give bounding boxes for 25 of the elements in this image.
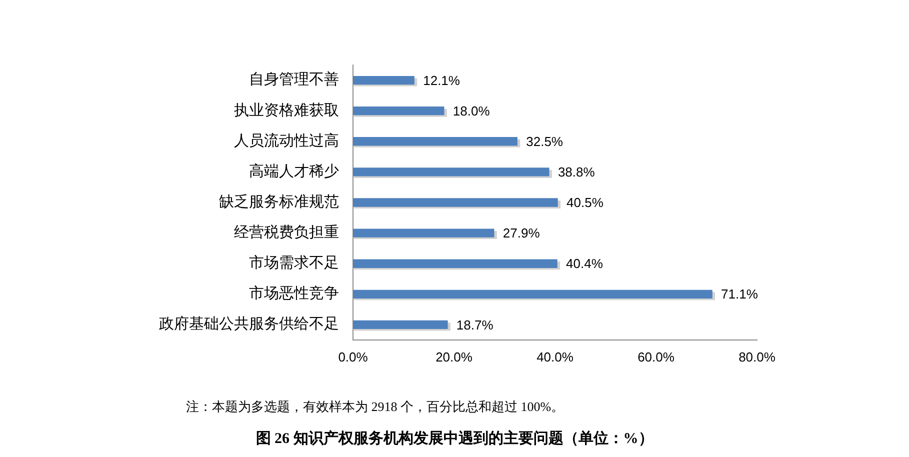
data-label: 32.5%: [526, 134, 564, 149]
y-tick-label: 市场需求不足: [249, 254, 339, 272]
x-tick-label: 20.0%: [436, 349, 473, 364]
x-tick-label: 40.0%: [536, 349, 574, 364]
data-label: 18.7%: [456, 317, 494, 332]
y-tick-label: 人员流动性过高: [234, 132, 339, 150]
y-tick-label: 政府基础公共服务供给不足: [159, 316, 339, 333]
y-tick-label: 执业资格难获取: [234, 102, 339, 119]
data-label: 40.5%: [566, 195, 604, 210]
text: 注：本题为多选题，有效样本为 2918 个，百分比总和超过 100%。: [186, 398, 564, 416]
data-label: 38.8%: [558, 164, 596, 180]
data-label: 12.1%: [423, 72, 460, 88]
data-label: 40.4%: [566, 256, 604, 272]
x-tick-label: 0.0%: [338, 349, 368, 364]
y-tick-label: 经营税费负担重: [234, 224, 339, 241]
x-tick-label: 60.0%: [638, 349, 675, 364]
y-tick-label: 高端人才稀少: [249, 162, 339, 180]
y-tick-label: 自身管理不善: [249, 71, 339, 88]
y-tick-label: 市场恶性竞争: [249, 285, 339, 302]
data-label: 27.9%: [502, 226, 540, 241]
data-label: 18.0%: [452, 103, 490, 118]
text: 图 26 知识产权服务机构发展中遇到的主要问题（单位：%）: [254, 429, 654, 448]
data-label: 71.1%: [721, 286, 758, 302]
x-tick-label: 80.0%: [738, 349, 776, 364]
y-tick-label: 缺乏服务标准规范: [219, 193, 339, 210]
